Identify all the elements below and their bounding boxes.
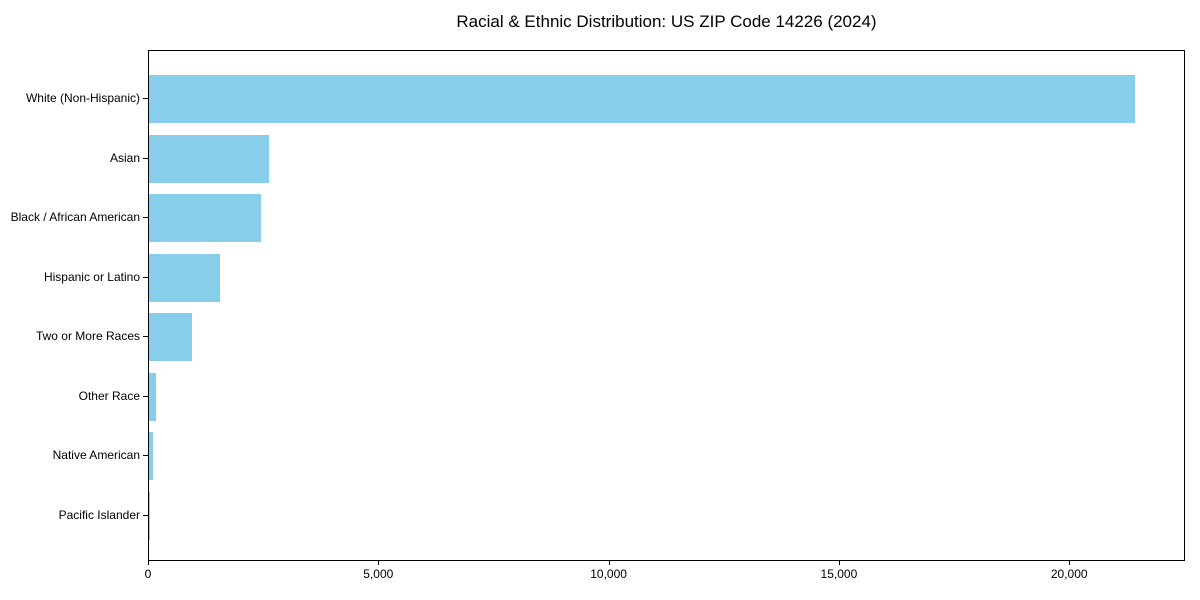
x-tick-mark [378, 561, 380, 565]
bar-white-non-hispanic [149, 75, 1135, 123]
y-axis-label-white-non-hispanic: White (Non-Hispanic) [25, 91, 140, 105]
y-tick-mark [143, 217, 148, 219]
bar-two-or-more-races [149, 313, 192, 362]
x-tick-label-15000: 15,000 [820, 567, 858, 581]
y-tick-mark [143, 276, 148, 278]
y-axis-label-asian: Asian [109, 150, 140, 165]
y-axis-label-pacific-islander: Pacific Islander [58, 507, 140, 522]
bar-black-african-american [149, 194, 262, 243]
plot-area [148, 50, 1185, 561]
bar-asian [149, 134, 269, 183]
bar-native-american [149, 432, 153, 481]
bar-other-race [149, 372, 156, 421]
y-axis-label-native-american: Native American [52, 448, 140, 463]
y-tick-mark [143, 157, 148, 159]
x-tick-mark [838, 561, 840, 565]
y-tick-mark [143, 395, 148, 397]
x-tick-label-0: 0 [144, 567, 152, 581]
y-axis-label-two-or-more-races: Two or More Races [35, 329, 140, 344]
x-tick-label-20000: 20,000 [1050, 567, 1088, 581]
y-axis-label-hispanic-or-latino: Hispanic or Latino [43, 269, 140, 284]
y-axis-label-other-race: Other Race [78, 388, 140, 403]
y-axis-label-black-african-american: Black / African American [10, 210, 140, 225]
y-tick-mark [143, 98, 148, 99]
x-tick-label-10000: 10,000 [590, 567, 627, 581]
y-tick-mark [143, 514, 148, 516]
y-tick-mark [143, 455, 148, 457]
x-tick-label-5000: 5,000 [363, 567, 394, 581]
x-tick-mark [148, 561, 149, 565]
x-tick-mark [1069, 561, 1071, 565]
y-tick-mark [143, 336, 148, 338]
x-tick-mark [608, 561, 610, 565]
chart-title: Racial & Ethnic Distribution: US ZIP Cod… [456, 12, 877, 31]
bar-hispanic-or-latino [149, 253, 221, 302]
